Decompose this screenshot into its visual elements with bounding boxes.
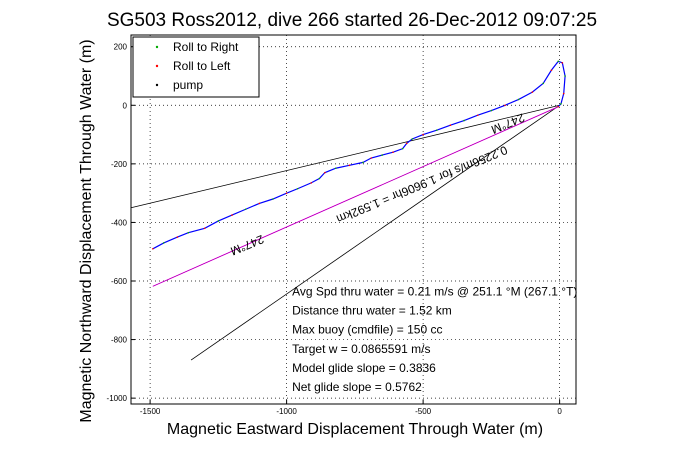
legend: Roll to Right Roll to Left pump	[132, 36, 260, 98]
track-point	[348, 164, 351, 167]
grid	[131, 35, 576, 404]
y-tick-label: -1000	[107, 394, 128, 403]
track-point	[381, 154, 383, 156]
track-point	[476, 114, 479, 117]
legend-marker	[155, 45, 159, 49]
reference-line	[190, 104, 560, 361]
legend-marker	[155, 83, 159, 87]
annotations: Avg Spd thru water = 0.21 m/s @ 251.1 °M…	[292, 285, 577, 394]
track-point	[285, 192, 288, 194]
track-point	[370, 157, 373, 159]
legend-label: Roll to Right	[173, 40, 239, 54]
track-point	[517, 98, 520, 101]
track-point	[176, 236, 179, 238]
track-point	[435, 129, 438, 131]
reference-line	[130, 104, 560, 209]
track-point	[542, 82, 545, 85]
chart-title: SG503 Ross2012, dive 266 started 26-Dec-…	[107, 10, 597, 31]
annotation-text: Avg Spd thru water = 0.21 m/s @ 251.1 °M…	[292, 285, 577, 299]
legend-label: pump	[173, 78, 203, 92]
legend-box	[132, 36, 260, 98]
track-point	[401, 147, 404, 150]
track-point	[564, 75, 566, 77]
legend-marker	[155, 64, 159, 68]
track-point	[244, 208, 247, 211]
y-tick-label: -600	[111, 277, 128, 286]
track-point	[324, 171, 326, 174]
track-point	[411, 138, 413, 140]
rotated-labels: 247°M 247°M 0.2256m/s for 1.9606hr = 1.592…	[228, 110, 526, 258]
rotated-label: 247°M	[228, 232, 266, 258]
track-point	[258, 202, 261, 205]
track-point	[392, 151, 394, 153]
y-tick-label: 0	[123, 101, 128, 110]
annotation-text: Net glide slope = 0.5762	[292, 380, 422, 394]
data-layer	[152, 60, 566, 287]
reference-lines	[130, 104, 560, 361]
plot-frame	[130, 34, 577, 405]
track-point	[272, 198, 274, 200]
x-tick-label: -1500	[140, 407, 161, 416]
annotation-text: Model glide slope = 0.3836	[292, 361, 436, 375]
annotation-text: Distance thru water = 1.52 km	[292, 304, 452, 318]
track-point	[231, 214, 233, 216]
track-point	[490, 109, 493, 112]
x-tick-label: -1000	[276, 407, 297, 416]
y-axis-label: Magnetic Northward Displacement Through …	[78, 39, 95, 422]
track-point	[152, 247, 154, 250]
annotation-text: Max buoy (cmdfile) = 150 cc	[292, 323, 442, 337]
track-point	[362, 161, 364, 164]
track-point	[162, 242, 165, 244]
track-point	[557, 60, 560, 63]
track-point	[504, 104, 506, 107]
x-tick-label: 0	[557, 407, 562, 416]
rotated-label: 0.2256m/s for 1.9606hr = 1.592km	[334, 143, 509, 226]
track-point	[561, 62, 564, 64]
y-tick-label: 200	[114, 43, 128, 52]
track-point	[405, 142, 408, 145]
y-tick-label: -400	[111, 218, 128, 227]
track-point	[422, 133, 424, 136]
track-point	[187, 231, 190, 234]
track-point	[334, 167, 337, 170]
track-point	[318, 177, 321, 180]
rotated-label: 247°M	[489, 110, 527, 136]
annotation-text: Target w = 0.0865591 m/s	[292, 342, 430, 356]
ticks: -1500 -1000 -500 0 -1000 -800 -600 -400 -200 0 200	[107, 43, 563, 416]
y-tick-label: -800	[111, 336, 128, 345]
track-point	[203, 227, 206, 230]
track-point	[296, 187, 299, 190]
track-point	[557, 105, 560, 108]
track-point	[449, 124, 452, 126]
track-point	[463, 119, 465, 122]
x-axis-label: Magnetic Eastward Displacement Through W…	[167, 421, 543, 438]
current-arrow	[152, 106, 559, 287]
x-tick-label: -500	[415, 407, 432, 416]
track-point	[531, 91, 534, 93]
track-point	[550, 69, 553, 71]
track-point	[310, 182, 312, 184]
track-point	[562, 92, 565, 95]
legend-label: Roll to Left	[173, 59, 231, 73]
track-point	[217, 220, 220, 222]
y-tick-label: -200	[111, 160, 128, 169]
track-point	[560, 103, 562, 105]
